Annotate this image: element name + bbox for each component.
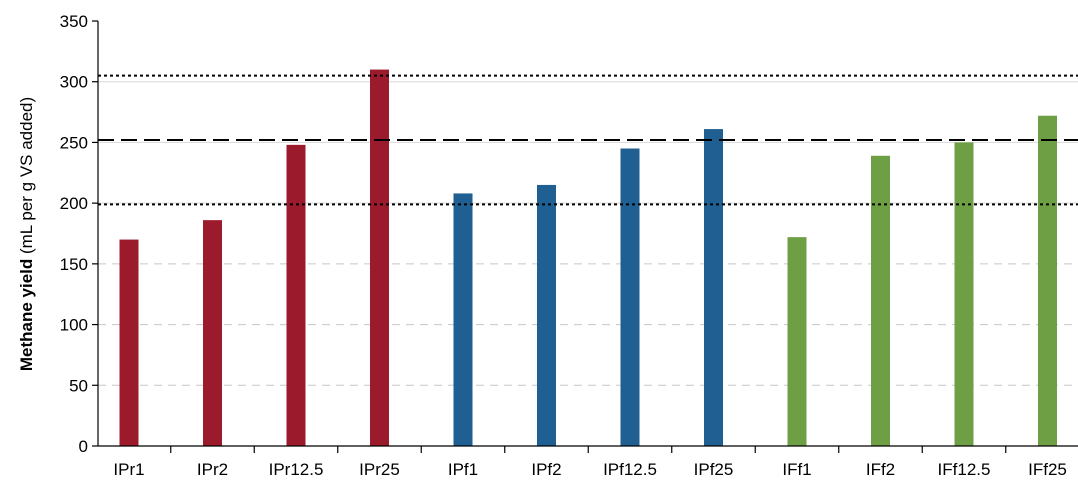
- x-tick-label-IPr25: IPr25: [359, 460, 400, 479]
- bar-IPf1: [453, 193, 473, 446]
- y-tick-label: 250: [60, 133, 88, 152]
- bar-IPf2: [537, 184, 556, 446]
- y-tick-label: 50: [69, 376, 88, 395]
- x-tick-label-IPr12.5: IPr12.5: [269, 460, 324, 479]
- x-tick-label-IFf12.5: IFf12.5: [938, 460, 991, 479]
- label-layer: 0 50 100 150 200 250 300 350 IPr1 IPr2 IPr12.5 IPr2…: [60, 12, 1067, 479]
- bar-IPf25: [704, 129, 723, 447]
- bar-IPr12.5: [286, 144, 306, 446]
- bar-IPr2: [203, 220, 222, 446]
- bar-IPf12.5: [620, 148, 640, 446]
- y-axis-title: Methane yield (mL per g VS added): [17, 97, 36, 371]
- y-tick-label: 100: [60, 316, 88, 335]
- reference-lines-layer: [98, 74, 1078, 206]
- y-tick-label: 300: [60, 73, 88, 92]
- bar-IPr1: [119, 239, 139, 446]
- bar-IFf1: [787, 237, 807, 446]
- y-axis-title-bold: Methane yield: [17, 259, 36, 371]
- x-tick-label-IPf1: IPf1: [448, 460, 478, 479]
- y-tick-label: 350: [60, 12, 88, 31]
- axis-layer: [92, 20, 1078, 453]
- bar-layer: [119, 69, 1057, 447]
- y-tick-label: 0: [79, 437, 88, 456]
- y-axis-title-units: (mL per g VS added): [17, 97, 36, 259]
- grid-layer: [98, 81, 1078, 386]
- y-tick-label: 200: [60, 194, 88, 213]
- x-tick-label-IFf25: IFf25: [1028, 460, 1067, 479]
- x-tick-label-IPr1: IPr1: [113, 460, 144, 479]
- x-tick-label-IPf12.5: IPf12.5: [603, 460, 657, 479]
- bar-IFf12.5: [954, 142, 974, 446]
- bar-IFf2: [871, 155, 890, 447]
- x-tick-label-IPf2: IPf2: [531, 460, 561, 479]
- y-tick-label: 150: [60, 255, 88, 274]
- x-tick-label-IFf1: IFf1: [782, 460, 811, 479]
- x-tick-label-IFf2: IFf2: [866, 460, 895, 479]
- bar-IPr25: [370, 69, 389, 447]
- x-tick-label-IPf25: IPf25: [694, 460, 734, 479]
- x-tick-label-IPr2: IPr2: [197, 460, 228, 479]
- bar-IFf25: [1038, 115, 1057, 446]
